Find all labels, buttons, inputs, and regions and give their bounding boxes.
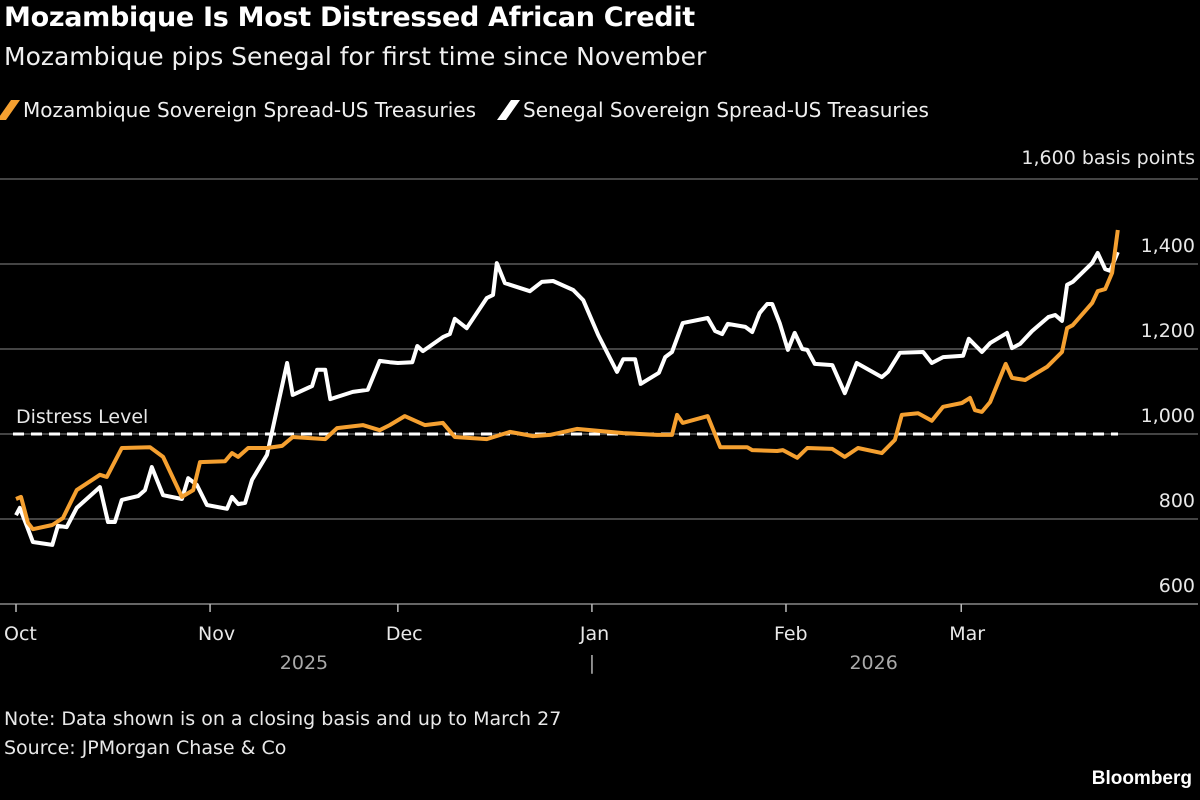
y-axis-unit-label: 1,600 basis points [1021, 147, 1195, 169]
x-tick-label: Dec [386, 623, 423, 645]
y-tick-label: 1,000 [1141, 405, 1195, 427]
year-label: | [589, 652, 595, 674]
chart-subtitle: Mozambique pips Senegal for first time s… [4, 42, 707, 71]
bloomberg-logo: Bloomberg [1091, 768, 1192, 789]
y-tick-label: 800 [1159, 490, 1195, 512]
legend-item-senegal: Senegal Sovereign Spread-US Treasuries [497, 98, 929, 122]
legend-label: Mozambique Sovereign Spread-US Treasurie… [23, 98, 477, 122]
year-label: 2026 [849, 652, 897, 674]
x-tick-label: Jan [579, 623, 609, 645]
senegal-series-line [14, 251, 1120, 547]
chart-title: Mozambique Is Most Distressed African Cr… [4, 2, 695, 33]
x-tick-label: Nov [198, 623, 235, 645]
x-tick-label: Oct [4, 623, 37, 645]
y-tick-label: 1,400 [1141, 235, 1195, 257]
mozambique-series-line [15, 229, 1120, 532]
y-tick-label: 1,200 [1141, 320, 1195, 342]
y-tick-label: 600 [1159, 575, 1195, 597]
legend: Mozambique Sovereign Spread-US Treasurie… [0, 98, 929, 122]
footnote: Note: Data shown is on a closing basis a… [4, 708, 562, 730]
source-note: Source: JPMorgan Chase & Co [4, 737, 287, 759]
x-tick-label: Feb [774, 623, 808, 645]
distress-level-label: Distress Level [16, 406, 148, 428]
x-tick-label: Mar [949, 623, 985, 645]
legend-item-mozambique: Mozambique Sovereign Spread-US Treasurie… [0, 98, 477, 122]
year-label: 2025 [280, 652, 328, 674]
legend-label: Senegal Sovereign Spread-US Treasuries [523, 98, 929, 122]
